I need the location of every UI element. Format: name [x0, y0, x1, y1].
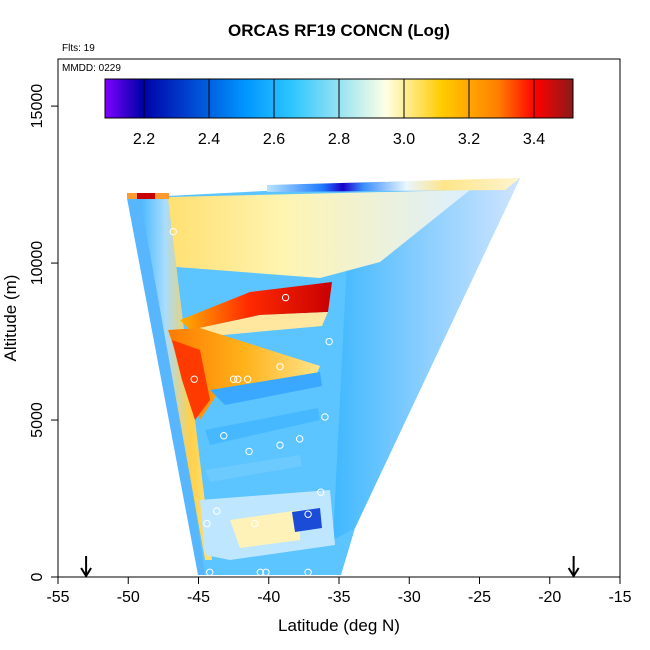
x-tick-label-3: -40	[257, 589, 280, 606]
sample-point-28	[371, 174, 380, 182]
field-lower-yellow	[230, 510, 300, 548]
x-tick-label-8: -15	[608, 589, 631, 606]
sample-point-30	[397, 171, 405, 179]
field-left-edge	[127, 198, 205, 575]
colorbar: 2.2 2.4 2.6 2.8 3.0 3.2 3.4	[104, 78, 574, 148]
x-tick-label-4: -35	[327, 589, 350, 606]
sample-point-9	[234, 375, 242, 383]
y-tick-label-3: 15000	[29, 84, 46, 129]
field-streak-2	[205, 408, 320, 445]
flights-label: Flts: 19	[62, 43, 95, 54]
colorbar-tick-label-1: 2.4	[198, 131, 220, 148]
sample-point-6	[276, 362, 284, 371]
field-streak-3	[205, 455, 302, 482]
sample-point-26	[354, 174, 363, 182]
x-tick-label-0: -55	[46, 589, 69, 606]
sample-points	[141, 165, 512, 576]
sample-point-1	[149, 184, 158, 192]
y-tick-label-2: 10000	[29, 241, 46, 286]
sample-point-8	[229, 375, 238, 383]
sample-point-22	[256, 568, 265, 576]
y-tick-label-1: 5000	[29, 402, 46, 438]
x-axis: -55 -50 -45 -40 -35 -30 -25 -20 -15	[46, 577, 632, 606]
sample-point-31	[408, 171, 416, 179]
field-band-light	[190, 312, 328, 338]
sample-point-19	[203, 519, 211, 528]
sample-point-21	[206, 568, 214, 576]
sample-point-32	[422, 168, 430, 176]
sample-point-16	[317, 488, 325, 496]
x-tick-label-6: -25	[468, 589, 491, 606]
chart-title: ORCAS RF19 CONCN (Log)	[228, 21, 450, 40]
heatmap-field	[127, 178, 520, 575]
colorbar-tick-label-0: 2.2	[133, 131, 155, 148]
colorbar-tick-label-4: 3.0	[393, 131, 415, 148]
field-streak-1	[210, 372, 322, 405]
x-tick-label-2: -45	[187, 589, 210, 606]
sample-point-34	[458, 168, 467, 176]
sample-point-15	[245, 447, 253, 456]
field-top-left-red	[137, 193, 155, 199]
sample-point-14	[276, 441, 284, 449]
sample-point-20	[251, 519, 259, 528]
field-right-gradient	[333, 178, 520, 540]
sample-point-17	[213, 507, 221, 515]
sample-point-2	[159, 184, 168, 192]
field-top-strip	[267, 178, 520, 192]
sample-point-13	[295, 435, 304, 443]
field-red-band	[180, 282, 332, 330]
sample-point-11	[321, 413, 329, 421]
sample-point-10	[190, 375, 198, 383]
markers	[80, 556, 580, 578]
colorbar-tick-label-3: 2.8	[328, 131, 350, 148]
sample-point-4	[281, 293, 290, 302]
sample-point-25	[342, 174, 350, 182]
sample-point-23	[262, 568, 270, 576]
sample-point-35	[475, 168, 484, 176]
sample-point-0	[141, 184, 149, 192]
marker-arrow-end	[567, 556, 580, 578]
sample-point-29	[383, 174, 391, 182]
x-tick-label-7: -20	[538, 589, 561, 606]
y-axis-label: Altitude (m)	[1, 275, 20, 362]
x-tick-label-5: -30	[398, 589, 421, 606]
y-tick-label-0: 0	[29, 572, 46, 581]
field-left-strip	[140, 198, 212, 560]
colorbar-tick-label-6: 3.4	[523, 131, 545, 148]
sample-point-7	[243, 375, 252, 383]
sample-point-36	[503, 165, 512, 173]
colorbar-ticks: 2.2 2.4 2.6 2.8 3.0 3.2 3.4	[133, 79, 545, 148]
field-upper-yellow	[127, 190, 470, 278]
sample-point-27	[363, 174, 371, 182]
x-tick-label-1: -50	[117, 589, 140, 606]
marker-arrow-start	[80, 556, 92, 578]
field-lower-dark	[292, 508, 322, 532]
date-label: MMDD: 0229	[62, 63, 121, 74]
sample-point-5	[325, 337, 333, 346]
sample-point-18	[304, 510, 312, 518]
sample-point-24	[304, 568, 312, 576]
sample-point-33	[444, 168, 453, 176]
sample-point-12	[220, 432, 228, 440]
colorbar-tick-label-5: 3.2	[458, 131, 480, 148]
x-axis-label: Latitude (deg N)	[278, 616, 400, 635]
y-axis: 0 5000 10000 15000	[29, 84, 58, 581]
sample-point-3	[169, 227, 177, 236]
colorbar-tick-label-2: 2.6	[263, 131, 285, 148]
